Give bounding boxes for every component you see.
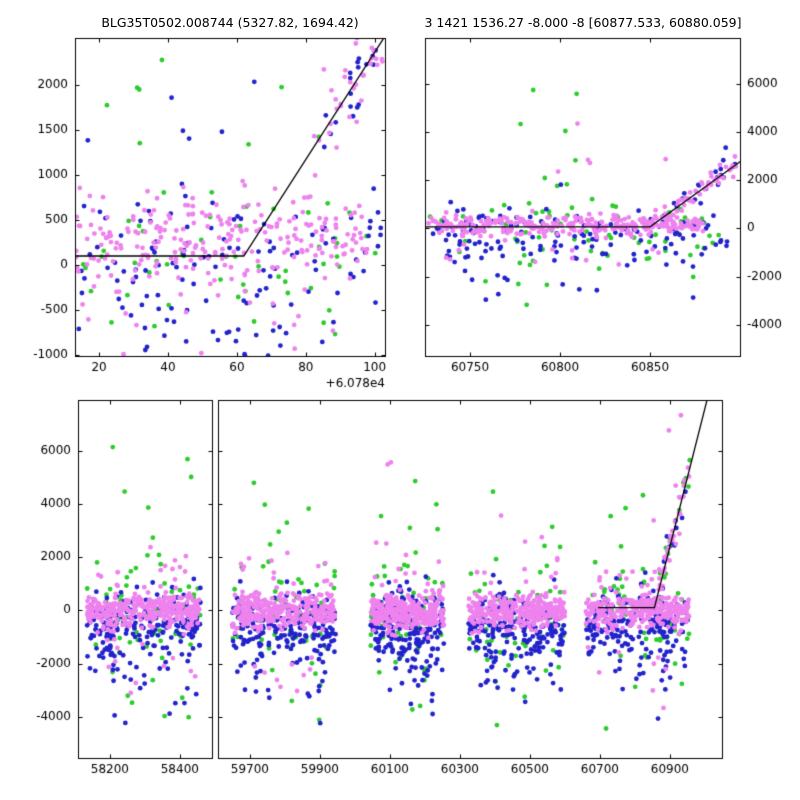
left-panel-title: BLG35T0502.008744 (5327.82, 1694.42) [101,15,359,30]
right-panel-title: 3 1421 1536.27 -8.000 -8 [60877.533, 608… [424,15,742,30]
